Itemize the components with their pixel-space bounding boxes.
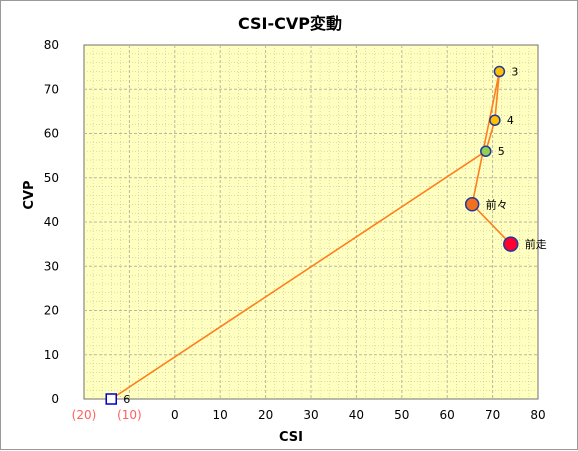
data-point <box>503 236 519 252</box>
x-tick-label: 10 <box>213 408 228 422</box>
x-tick-label: 50 <box>394 408 409 422</box>
x-tick-label: 20 <box>258 408 273 422</box>
y-tick-label: 80 <box>44 38 59 52</box>
data-point <box>464 197 480 212</box>
y-tick-label: 20 <box>44 304 59 318</box>
x-tick-label: 30 <box>303 408 318 422</box>
y-tick-label: 70 <box>44 82 59 96</box>
y-tick-label: 50 <box>44 171 59 185</box>
data-point-label: 4 <box>507 114 514 127</box>
trajectory-series <box>110 70 512 400</box>
data-point-label: 6 <box>123 393 130 406</box>
data-point-label: 前々 <box>486 197 508 211</box>
chart-title: CSI-CVP変動 <box>238 14 342 33</box>
data-point-label: 前走 <box>525 237 547 251</box>
y-tick-label: 60 <box>44 127 59 141</box>
y-tick-label: 30 <box>44 259 59 273</box>
data-point <box>105 393 117 405</box>
y-tick-label: 0 <box>51 392 59 406</box>
data-point <box>480 145 492 157</box>
x-tick-label: (20) <box>72 408 97 422</box>
y-axis-label: CVP <box>22 180 37 209</box>
data-point-label: 3 <box>511 66 518 79</box>
data-point <box>493 65 506 78</box>
x-tick-label: (10) <box>117 408 142 422</box>
x-axis-label: CSI <box>279 430 303 445</box>
x-tick-label: 40 <box>349 408 364 422</box>
x-tick-label: 0 <box>171 408 179 422</box>
series-line <box>110 70 512 400</box>
y-tick-label: 10 <box>44 348 59 362</box>
x-tick-label: 80 <box>530 408 545 422</box>
axis-tick-labels: (20) (10) 0 10 20 30 40 50 60 70 80 0 10 20 30 40 50 60 70… <box>44 38 546 422</box>
x-tick-label: 70 <box>485 408 500 422</box>
y-tick-label: 40 <box>44 215 59 229</box>
data-point-label: 5 <box>498 145 505 158</box>
x-tick-label: 60 <box>440 408 455 422</box>
data-point <box>489 114 501 126</box>
